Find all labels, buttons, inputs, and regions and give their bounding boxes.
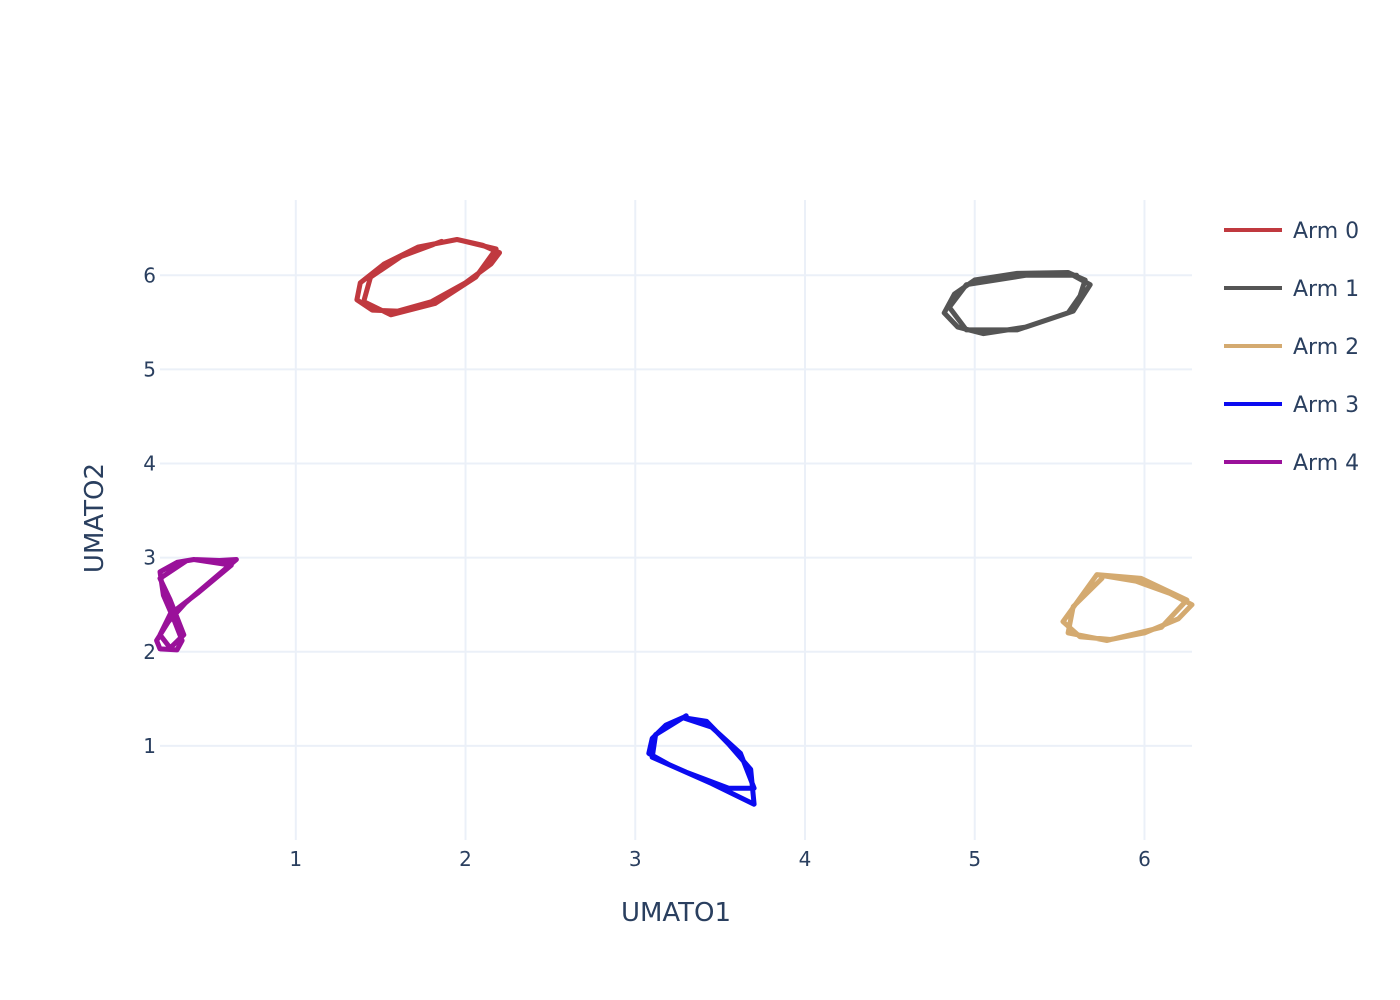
y-axis-title: UMATO2 — [80, 463, 110, 573]
legend-item-arm-4[interactable]: Arm 4 — [1224, 451, 1359, 476]
y-tick-label: 6 — [143, 263, 156, 287]
plot-series — [154, 237, 1195, 807]
y-tick-label: 2 — [143, 640, 156, 664]
legend-item-arm-2[interactable]: Arm 2 — [1224, 335, 1359, 360]
y-tick-label: 1 — [143, 734, 156, 758]
legend-item-arm-1[interactable]: Arm 1 — [1224, 277, 1359, 302]
x-tick-label: 2 — [459, 847, 472, 871]
x-axis-ticks: 1 2 3 4 5 6 — [289, 847, 1150, 871]
series-line-arm-2 — [1060, 572, 1195, 643]
x-tick-label: 1 — [289, 847, 302, 871]
legend-label: Arm 1 — [1293, 277, 1359, 302]
x-tick-label: 4 — [799, 847, 812, 871]
legend-item-arm-3[interactable]: Arm 3 — [1224, 393, 1359, 418]
y-axis-ticks: 1 2 3 4 5 6 — [143, 263, 156, 758]
gridlines — [160, 200, 1192, 840]
series-line-arm-3 — [646, 713, 757, 807]
x-tick-label: 5 — [968, 847, 981, 871]
y-tick-label: 5 — [143, 357, 156, 381]
x-axis-title: UMATO1 — [621, 898, 731, 928]
x-tick-label: 3 — [629, 847, 642, 871]
legend-label: Arm 2 — [1293, 335, 1359, 360]
legend[interactable]: Arm 0 Arm 1 Arm 2 Arm 3 Arm 4 — [1224, 219, 1359, 476]
legend-label: Arm 3 — [1293, 393, 1359, 418]
y-tick-label: 3 — [143, 546, 156, 570]
series-line-arm-4 — [154, 557, 239, 653]
y-tick-label: 4 — [143, 452, 156, 476]
series-line-arm-0 — [354, 237, 502, 318]
x-tick-label: 6 — [1138, 847, 1151, 871]
legend-label: Arm 0 — [1293, 219, 1359, 244]
legend-item-arm-0[interactable]: Arm 0 — [1224, 219, 1359, 244]
legend-label: Arm 4 — [1293, 451, 1359, 476]
series-line-arm-1 — [941, 270, 1093, 337]
